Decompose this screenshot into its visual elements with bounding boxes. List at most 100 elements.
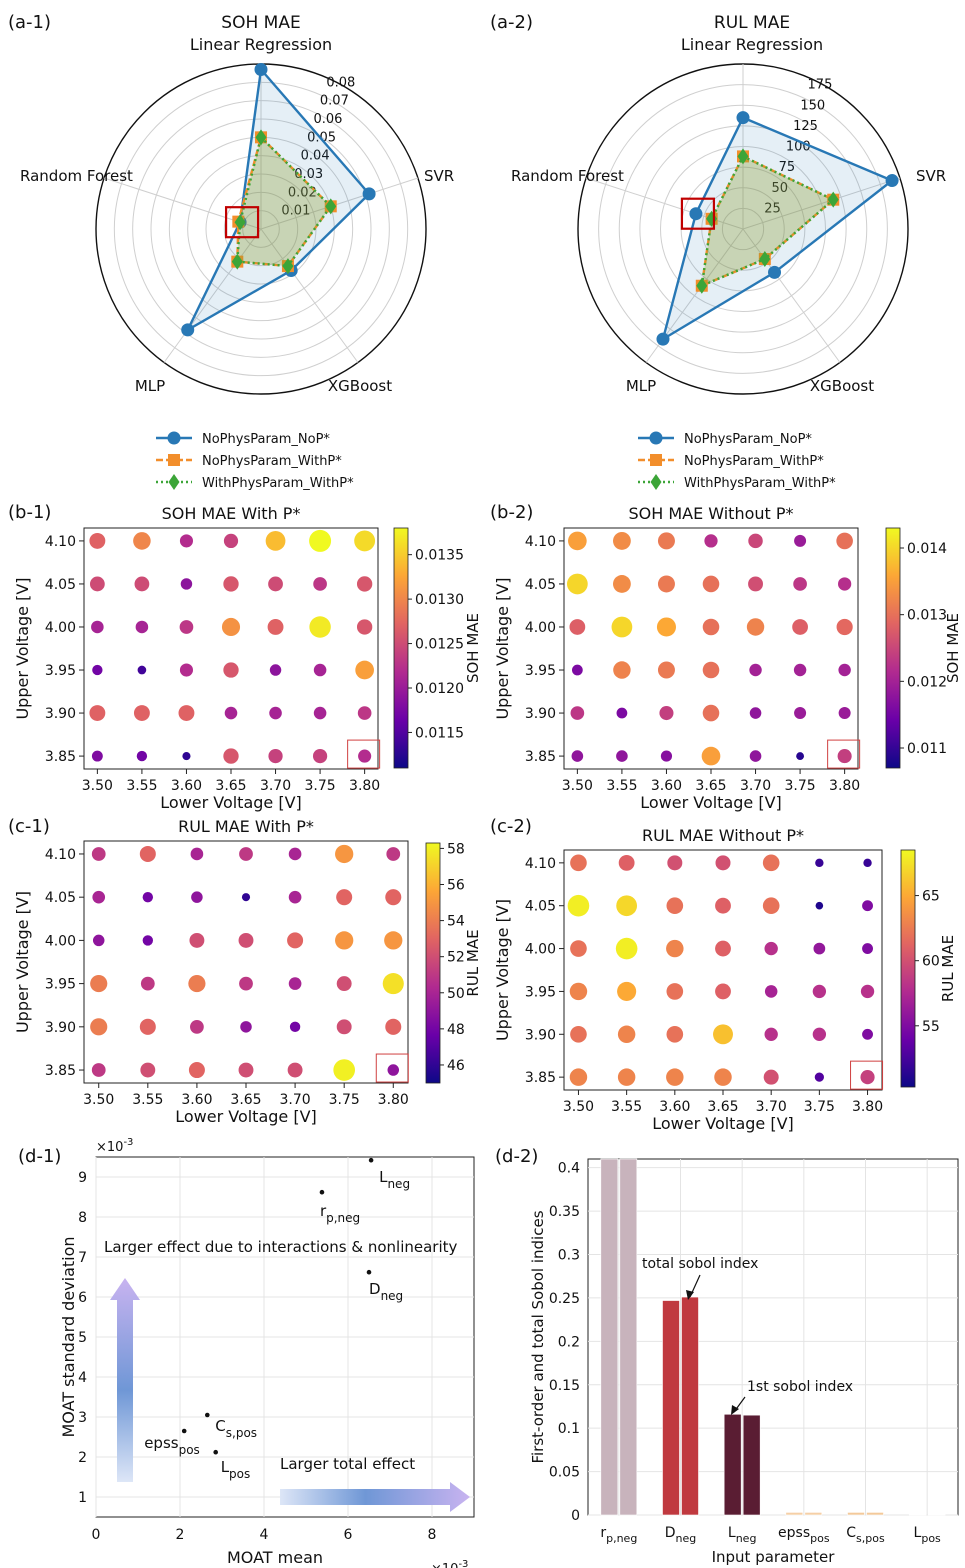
x-tick-label: 2 bbox=[176, 1527, 185, 1543]
y-tick-label: 4.05 bbox=[45, 577, 76, 593]
scatter-point bbox=[139, 845, 156, 862]
scatter-point bbox=[313, 577, 327, 591]
scatter-point bbox=[657, 532, 675, 550]
scatter-point bbox=[241, 893, 251, 902]
scatter-point bbox=[265, 531, 286, 551]
radar-tick-label: 75 bbox=[779, 160, 796, 175]
scatter-point bbox=[860, 1070, 875, 1085]
category-label-sub: pos bbox=[921, 1532, 941, 1545]
legend-marker bbox=[649, 431, 663, 445]
moat-point-label-base: r bbox=[320, 1202, 327, 1220]
scatter-point bbox=[569, 619, 586, 635]
scatter-point bbox=[794, 707, 807, 720]
x-tick-label: 3.50 bbox=[563, 1099, 594, 1115]
scatter-point bbox=[139, 1018, 156, 1035]
scatter-point bbox=[613, 661, 631, 679]
colorbar-tick-label: 65 bbox=[922, 889, 940, 905]
scatter-point bbox=[190, 1019, 204, 1034]
scatter-point bbox=[357, 706, 372, 720]
y-tick-label: 5 bbox=[78, 1330, 87, 1346]
legend-label: WithPhysParam_WithP* bbox=[684, 476, 836, 491]
y-tick-label: 3.90 bbox=[525, 706, 556, 722]
radar-series-line bbox=[700, 154, 836, 288]
x-tick-label: 3.60 bbox=[181, 1092, 212, 1108]
scatter-point bbox=[793, 663, 807, 677]
moat-point-label-sub: s,pos bbox=[226, 1426, 257, 1440]
radar-tick-label: 0.03 bbox=[294, 167, 323, 182]
x-tick-label: 3.65 bbox=[215, 778, 246, 794]
scatter-point bbox=[90, 1018, 108, 1036]
legend-label: NoPhysParam_NoP* bbox=[202, 432, 330, 447]
y-tick-label: 8 bbox=[78, 1210, 87, 1226]
scatter-point bbox=[309, 616, 331, 638]
scatter-point bbox=[792, 619, 808, 635]
radar-chart-soh: 0.010.020.030.040.050.060.070.08SVRXGBoo… bbox=[20, 63, 454, 491]
plot-frame bbox=[587, 1158, 959, 1516]
scatter-point bbox=[238, 1062, 254, 1078]
scatter-point bbox=[356, 576, 373, 592]
scatter-soh-without-p: SOH MAE Without P* 3.50 3.55 3.60 3.65 3.70 3.… bbox=[493, 504, 962, 812]
scatter-point bbox=[815, 901, 824, 910]
colorbar-tick-label: 0.013 bbox=[907, 608, 947, 624]
moat-point-label: Lpos bbox=[221, 1458, 251, 1481]
y-tick-label: 4.10 bbox=[45, 534, 76, 550]
sobol-bar bbox=[804, 1512, 823, 1516]
y-tick-label: 4.05 bbox=[45, 890, 76, 906]
x-tick-label: 3.70 bbox=[280, 1092, 311, 1108]
scatter-point bbox=[223, 533, 239, 549]
scatter-point bbox=[133, 705, 150, 721]
scatter-point bbox=[764, 985, 778, 998]
scatter-point bbox=[657, 661, 675, 679]
scatter-point bbox=[749, 663, 762, 677]
scatter-point bbox=[657, 575, 675, 593]
y-tick-label: 4.00 bbox=[525, 620, 556, 636]
scatter-point bbox=[860, 984, 875, 999]
y-tick-label: 0.35 bbox=[549, 1204, 580, 1220]
moat-point-label-base: L bbox=[379, 1168, 388, 1186]
legend-marker bbox=[650, 474, 662, 490]
scatter-point bbox=[267, 619, 284, 635]
x-multiplier: ×10-3 bbox=[431, 1559, 468, 1568]
radar-point bbox=[768, 265, 782, 279]
scatter-point bbox=[570, 706, 585, 720]
legend-label: NoPhysParam_WithP* bbox=[684, 454, 824, 469]
sobol-bar bbox=[662, 1300, 680, 1516]
scatter-point bbox=[748, 533, 763, 549]
colorbar-tick-label: 48 bbox=[447, 1022, 465, 1038]
legend-marker bbox=[168, 454, 180, 466]
scatter-point bbox=[570, 854, 587, 872]
scatter-point bbox=[191, 891, 203, 903]
scatter-point bbox=[89, 576, 105, 592]
colorbar-tick-label: 54 bbox=[447, 914, 465, 930]
category-label: Lpos bbox=[914, 1525, 942, 1545]
radar-tick-label: 0.02 bbox=[288, 185, 317, 200]
x-tick-label: 3.80 bbox=[852, 1099, 883, 1115]
radar-axis-label: SVR bbox=[424, 167, 454, 185]
plot-frame bbox=[83, 840, 409, 1084]
scatter-point bbox=[616, 895, 638, 917]
scatter-point bbox=[91, 1063, 106, 1077]
scatter-point bbox=[135, 620, 149, 634]
x-tick-label: 3.60 bbox=[651, 778, 682, 794]
y-tick-label: 3.95 bbox=[525, 663, 556, 679]
scatter-point bbox=[223, 662, 239, 678]
scatter-point bbox=[385, 1018, 402, 1035]
scatter-point bbox=[387, 1064, 400, 1076]
colorbar-tick-label: 0.011 bbox=[907, 741, 947, 757]
moat-scatter: 0 2 4 6 8 1 2 3 4 5 6 7 8 9 MOAT mean MOAT standard dev… bbox=[59, 1137, 475, 1568]
scatter-point bbox=[224, 706, 238, 720]
scatter-point bbox=[836, 618, 853, 636]
x-multiplier-exp: -3 bbox=[458, 1559, 468, 1568]
radar-a1-axis-top-label: Linear Regression bbox=[190, 35, 332, 54]
highlight-box bbox=[347, 739, 381, 769]
scatter-point bbox=[812, 1027, 827, 1041]
x-tick-label: 3.70 bbox=[740, 778, 771, 794]
scatter-point bbox=[704, 534, 718, 548]
colorbar-tick-label: 0.012 bbox=[907, 674, 947, 690]
colorbar-tick-label: 0.014 bbox=[907, 541, 947, 557]
highlight-box bbox=[850, 1060, 884, 1090]
scatter-point bbox=[140, 976, 155, 991]
radar-point bbox=[255, 129, 267, 146]
y-tick-label: 0 bbox=[571, 1508, 580, 1524]
scatter-point bbox=[570, 1025, 587, 1043]
